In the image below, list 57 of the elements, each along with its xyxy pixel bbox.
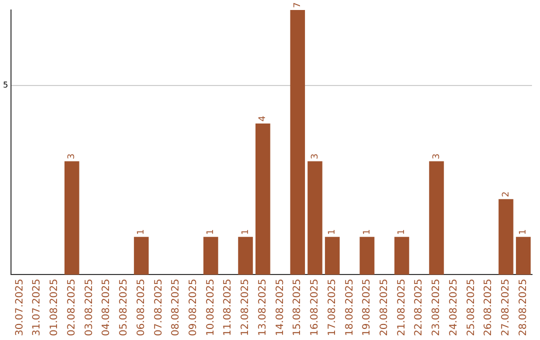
x-tick-label: 30.07.2025 <box>14 278 26 336</box>
x-tick-label: 16.08.2025 <box>310 278 321 336</box>
bar <box>134 236 149 275</box>
x-tick-label: 24.08.2025 <box>448 278 460 336</box>
x-tick-label: 28.08.2025 <box>518 278 529 336</box>
x-tick-label: 02.08.2025 <box>66 278 78 336</box>
bar <box>290 10 305 275</box>
bar <box>255 123 270 275</box>
data-label: 2 <box>501 191 512 198</box>
bar <box>238 236 253 275</box>
x-tick-label: 21.08.2025 <box>396 278 408 336</box>
x-tick-label: 05.08.2025 <box>118 278 130 336</box>
data-label: 1 <box>136 229 147 235</box>
x-tick-label: 23.08.2025 <box>431 278 442 336</box>
x-tick-label: 01.08.2025 <box>49 278 60 336</box>
bar <box>516 236 531 275</box>
x-tick-label: 17.08.2025 <box>326 278 338 336</box>
data-label: 3 <box>310 154 320 160</box>
bar <box>360 236 374 275</box>
data-label: 3 <box>432 154 442 160</box>
bar <box>64 161 80 275</box>
x-tick-label: 03.08.2025 <box>84 278 95 336</box>
bar <box>308 161 322 275</box>
x-tick-label: 22.08.2025 <box>414 278 425 336</box>
x-tick-label: 18.08.2025 <box>344 278 356 336</box>
x-tick-label: 12.08.2025 <box>240 278 252 336</box>
x-tick-label: 27.08.2025 <box>500 278 512 336</box>
data-label: 1 <box>362 229 372 235</box>
data-label: 1 <box>206 229 216 235</box>
x-tick-label: 09.08.2025 <box>188 278 199 336</box>
x-tick-label: 15.08.2025 <box>292 278 304 336</box>
x-tick-label: 10.08.2025 <box>205 278 216 336</box>
data-label: 1 <box>518 229 529 235</box>
x-tick-label: 19.08.2025 <box>362 278 373 336</box>
x-tick-label: 07.08.2025 <box>153 278 164 336</box>
x-tick-label: 06.08.2025 <box>136 278 147 336</box>
bar <box>394 236 410 275</box>
data-label: 1 <box>328 229 338 235</box>
x-tick-label: 13.08.2025 <box>257 278 268 336</box>
x-tick-label: 11.08.2025 <box>222 278 234 336</box>
x-tick-label: 14.08.2025 <box>274 278 286 336</box>
data-label: 3 <box>67 154 78 160</box>
data-label: 4 <box>258 115 268 122</box>
bar <box>203 236 218 275</box>
data-label: 1 <box>240 229 251 235</box>
x-tick-label: 04.08.2025 <box>101 278 112 336</box>
bar <box>498 199 514 275</box>
data-label: 7 <box>292 2 303 8</box>
x-tick-label: 26.08.2025 <box>483 278 494 336</box>
x-tick-label: 25.08.2025 <box>466 278 477 336</box>
data-label: 1 <box>397 229 408 235</box>
bar <box>429 161 444 275</box>
bar <box>324 236 340 275</box>
x-tick-label: 08.08.2025 <box>170 278 182 336</box>
x-tick-label: 20.08.2025 <box>379 278 390 336</box>
y-tick-label: 5 <box>2 80 8 90</box>
x-tick-label: 31.07.2025 <box>32 278 43 336</box>
